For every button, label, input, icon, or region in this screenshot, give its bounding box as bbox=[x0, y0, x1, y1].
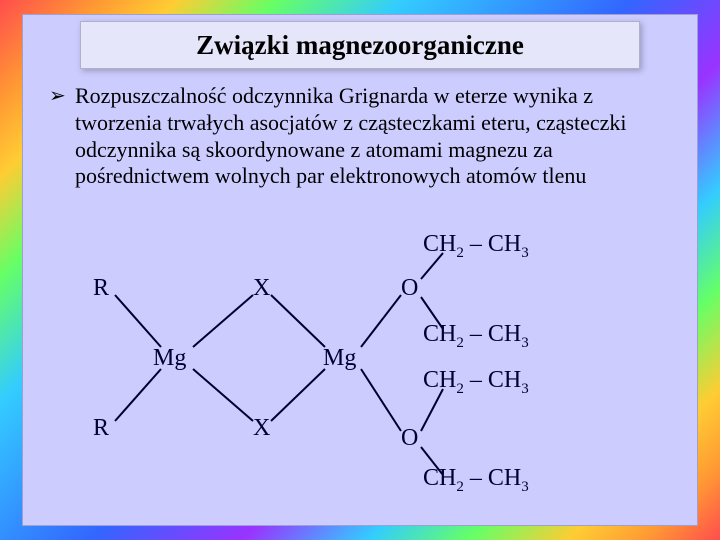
atom-label-mg_left: Mg bbox=[153, 345, 186, 372]
atom-label-r_bot: R bbox=[93, 415, 109, 442]
bond-line bbox=[361, 369, 401, 431]
bond-line bbox=[271, 369, 325, 421]
bond-line bbox=[271, 295, 325, 347]
slide-title: Związki magnezoorganiczne bbox=[196, 30, 524, 61]
bond-line bbox=[361, 295, 401, 347]
bond-line bbox=[193, 369, 253, 421]
atom-label-ch_bt: CH2 – CH3 bbox=[423, 367, 529, 398]
chemistry-diagram: RRXXMgMgOOCH2 – CH3CH2 – CH3CH2 – CH3CH2… bbox=[23, 235, 697, 525]
slide-panel: Związki magnezoorganiczne ➢ Rozpuszczaln… bbox=[22, 14, 698, 526]
atom-label-mg_right: Mg bbox=[323, 345, 356, 372]
atom-label-o_bot: O bbox=[401, 425, 418, 452]
bullet-text: Rozpuszczalność odczynnika Grignarda w e… bbox=[75, 83, 667, 190]
body-text-block: ➢ Rozpuszczalność odczynnika Grignarda w… bbox=[49, 83, 667, 190]
atom-label-r_top: R bbox=[93, 275, 109, 302]
bond-lines bbox=[23, 235, 697, 525]
atom-label-x_bot: X bbox=[253, 415, 270, 442]
bullet-item: ➢ Rozpuszczalność odczynnika Grignarda w… bbox=[49, 83, 667, 190]
title-bar: Związki magnezoorganiczne bbox=[80, 21, 640, 69]
atom-label-ch_tb: CH2 – CH3 bbox=[423, 321, 529, 352]
bond-line bbox=[115, 295, 161, 347]
bullet-marker: ➢ bbox=[49, 83, 75, 109]
atom-label-ch_tt: CH2 – CH3 bbox=[423, 231, 529, 262]
atom-label-o_top: O bbox=[401, 275, 418, 302]
bond-line bbox=[115, 369, 161, 421]
atom-label-ch_bb: CH2 – CH3 bbox=[423, 465, 529, 496]
atom-label-x_top: X bbox=[253, 275, 270, 302]
bond-line bbox=[193, 295, 253, 347]
